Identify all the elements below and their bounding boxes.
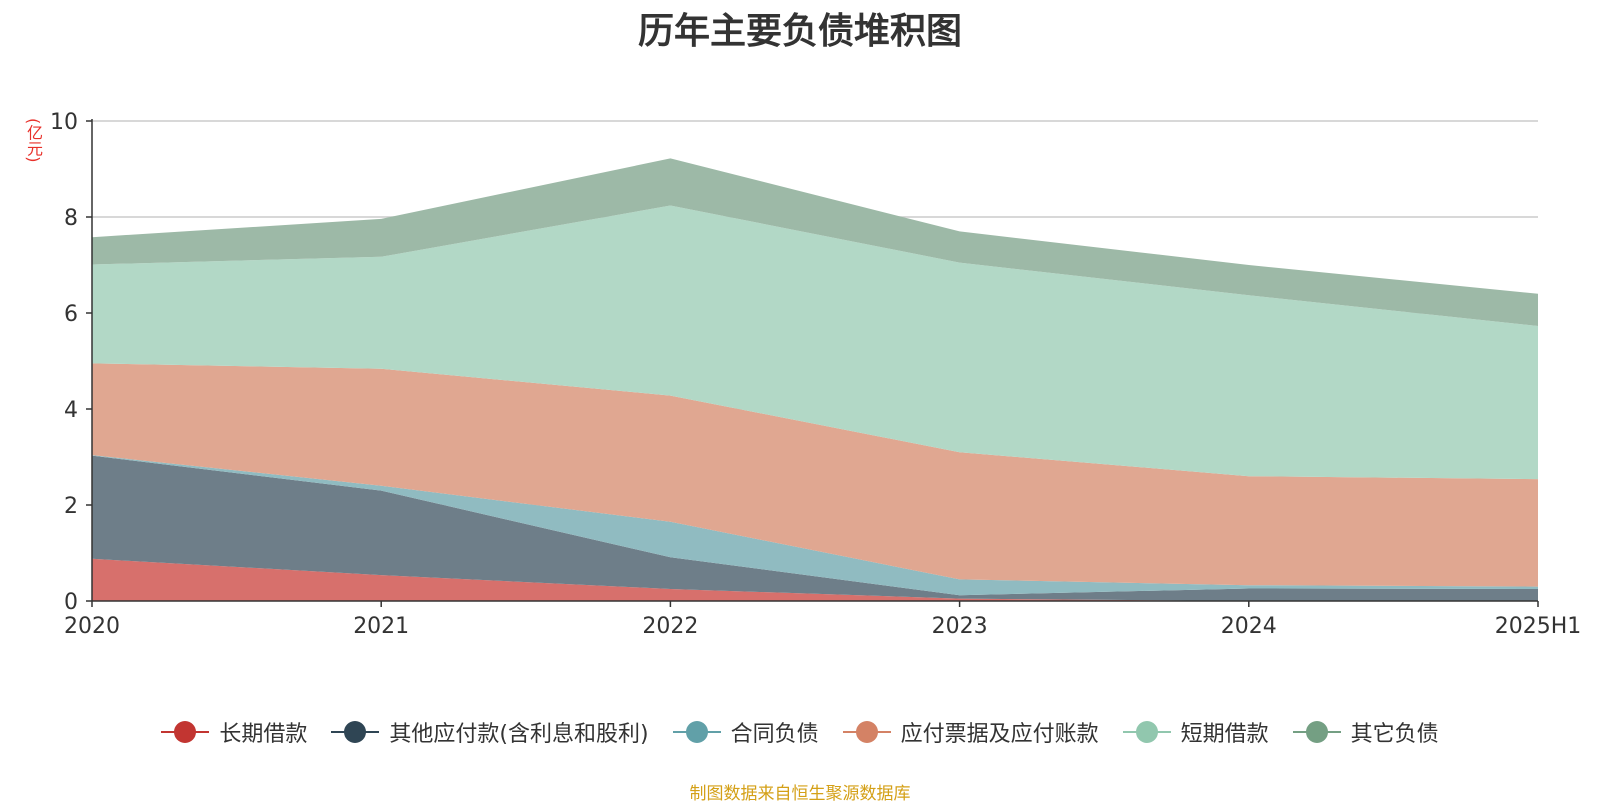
area-series-1 (92, 455, 1538, 601)
legend-label: 其他应付款(含利息和股利) (389, 722, 649, 747)
x-tick-label-2: 2022 (642, 614, 698, 639)
x-tick-label-0: 2020 (64, 614, 120, 639)
legend-marker-icon (672, 720, 721, 744)
legend-label: 短期借款 (1180, 722, 1269, 747)
y-tick-label-1: 2 (64, 494, 78, 519)
legend-label: 应付票据及应付账款 (900, 722, 1099, 747)
x-tick-label-3: 2023 (932, 614, 988, 639)
area-series-4 (92, 205, 1538, 480)
y-tick-label-0: 0 (64, 590, 78, 615)
y-tick-label-3: 6 (64, 302, 78, 327)
area-series-3 (92, 363, 1538, 587)
legend-item-3[interactable]: 应付票据及应付账款 (842, 716, 1099, 748)
legend-item-4[interactable]: 短期借款 (1122, 716, 1269, 748)
legend-dot-icon (174, 721, 197, 743)
legend-marker-icon (1122, 720, 1171, 744)
area-series-2 (92, 455, 1538, 596)
legend-marker-icon (161, 720, 210, 744)
legend-label: 合同负债 (730, 722, 819, 747)
y-axis-unit: (亿元) (24, 118, 43, 163)
area-series-5 (92, 158, 1538, 326)
legend-dot-icon (1305, 721, 1328, 743)
x-tick-label-5: 2025H1 (1495, 614, 1582, 639)
y-tick-label-2: 4 (64, 398, 78, 423)
legend-marker-icon (1292, 720, 1341, 744)
x-tick-label-1: 2021 (353, 614, 409, 639)
legend-dot-icon (685, 721, 708, 743)
legend-label: 长期借款 (219, 722, 308, 747)
y-tick-label-5: 10 (50, 110, 78, 135)
legend-item-5[interactable]: 其它负债 (1292, 716, 1439, 748)
legend-item-1[interactable]: 其他应付款(含利息和股利) (331, 716, 649, 748)
legend-dot-icon (344, 721, 367, 743)
y-tick-label-4: 8 (64, 206, 78, 231)
area-series-0 (92, 558, 1538, 601)
legend-marker-icon (331, 720, 380, 744)
legend-label: 其它负债 (1350, 722, 1439, 747)
source-note: 制图数据来自恒生聚源数据库 (689, 784, 911, 804)
legend: 长期借款 其他应付款(含利息和股利) 合同负债 应付票据及应付账款 短期借款 其它负债 (0, 716, 1600, 748)
legend-item-2[interactable]: 合同负债 (672, 716, 819, 748)
legend-marker-icon (842, 720, 891, 744)
legend-item-0[interactable]: 长期借款 (161, 716, 307, 748)
legend-dot-icon (1135, 721, 1158, 743)
x-tick-label-4: 2024 (1221, 614, 1277, 639)
chart-title: 历年主要负债堆积图 (637, 11, 962, 52)
legend-dot-icon (855, 721, 878, 743)
